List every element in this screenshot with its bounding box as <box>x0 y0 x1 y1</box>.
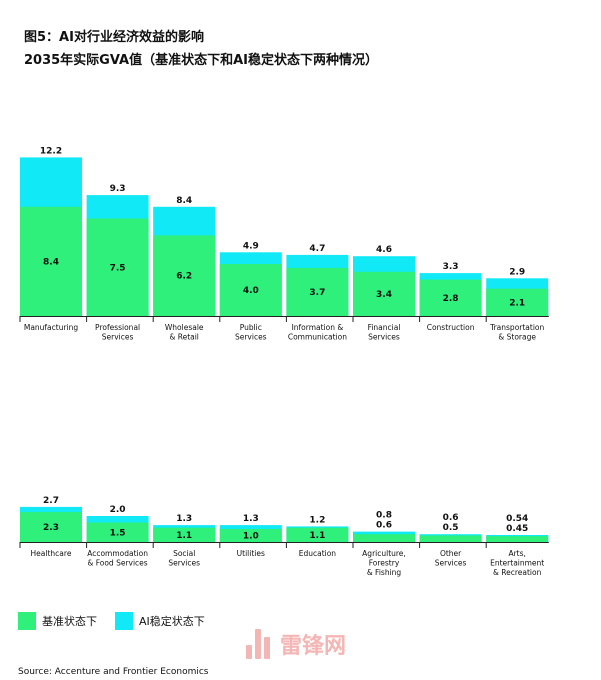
legend-item-baseline: 基准状态下 <box>18 612 97 630</box>
ai-value-label: 2.7 <box>43 496 59 506</box>
category-label: & Storage <box>498 333 536 342</box>
bar-baseline <box>286 527 349 542</box>
bar-baseline <box>353 271 415 316</box>
bar-baseline <box>486 288 549 316</box>
baseline-value-label: 2.8 <box>443 294 459 304</box>
baseline-value-label: 1.0 <box>243 532 259 542</box>
ai-value-label: 3.3 <box>443 262 459 272</box>
category-label: Services <box>102 333 134 342</box>
legend-swatch-baseline <box>18 612 36 630</box>
category-label: Communication <box>288 333 347 342</box>
baseline-value-label: 7.5 <box>110 263 126 273</box>
ai-value-label: 12.2 <box>40 146 62 156</box>
watermark-text: 雷锋网 <box>280 634 347 659</box>
category-label: Wholesale <box>165 323 204 332</box>
baseline-value-label: 4.0 <box>243 286 259 296</box>
category-label: Education <box>299 549 337 558</box>
ai-value-label: 4.7 <box>309 244 325 254</box>
baseline-value-label: 0.5 <box>443 523 459 533</box>
bar-baseline <box>486 536 549 542</box>
baseline-value-label: 0.6 <box>376 521 392 531</box>
ai-value-label: 2.9 <box>509 267 525 277</box>
ai-value-label: 0.6 <box>443 513 459 523</box>
category-label: Agriculture, <box>362 549 406 558</box>
legend: 基准状态下 AI稳定状态下 <box>18 612 223 630</box>
ai-value-label: 4.9 <box>243 241 259 251</box>
bar-baseline <box>153 235 216 316</box>
legend-label-ai: AI稳定状态下 <box>139 615 205 628</box>
category-label: Transportation <box>489 323 544 332</box>
category-label: Other <box>440 549 462 558</box>
category-label: Manufacturing <box>24 323 79 332</box>
category-label: Entertainment <box>490 559 544 568</box>
category-label: Forestry <box>369 559 400 568</box>
watermark-logo-icon <box>246 629 274 659</box>
ai-value-label: 8.4 <box>176 196 192 206</box>
category-label: Professional <box>95 323 140 332</box>
category-label: Services <box>368 333 400 342</box>
bar-baseline <box>86 218 149 316</box>
legend-item-ai: AI稳定状态下 <box>115 612 205 630</box>
bar-baseline <box>86 522 149 542</box>
bar-baseline <box>419 535 482 542</box>
baseline-value-label: 0.45 <box>506 524 528 534</box>
ai-value-label: 9.3 <box>110 184 126 194</box>
baseline-value-label: 3.7 <box>309 288 325 298</box>
baseline-value-label: 2.3 <box>43 523 59 533</box>
bar-baseline <box>219 529 282 542</box>
category-label: Social <box>173 549 195 558</box>
category-label: & Retail <box>169 333 198 342</box>
category-label: & Recreation <box>493 568 542 577</box>
category-label: & Food Services <box>87 559 147 568</box>
bar-baseline <box>153 527 216 542</box>
category-label: Services <box>235 333 267 342</box>
ai-value-label: 0.8 <box>376 511 392 521</box>
ai-value-label: 4.6 <box>376 245 392 255</box>
category-label: Services <box>168 559 200 568</box>
category-label: & Fishing <box>367 568 402 577</box>
category-label: Utilities <box>237 549 265 558</box>
watermark: 雷锋网 <box>246 628 346 660</box>
category-label: Information & <box>292 323 344 332</box>
baseline-value-label: 1.1 <box>176 531 192 541</box>
legend-label-baseline: 基准状态下 <box>42 615 97 628</box>
baseline-value-label: 2.1 <box>509 298 525 308</box>
bar-baseline <box>20 206 82 316</box>
category-label: Arts, <box>508 549 525 558</box>
chart-subtitle: 2035年实际GVA值（基准状态下和AI稳定状态下两种情况） <box>24 53 378 68</box>
chart-title: 图5：AI对行业经济效益的影响 <box>24 30 204 45</box>
bar-baseline <box>353 534 415 542</box>
category-label: Services <box>435 559 467 568</box>
bar-baseline <box>219 264 282 316</box>
baseline-value-label: 3.4 <box>376 290 392 300</box>
source-note: Source: Accenture and Frontier Economics <box>18 667 209 677</box>
category-label: Construction <box>427 323 475 332</box>
ai-value-label: 1.3 <box>243 514 259 524</box>
baseline-value-label: 6.2 <box>176 272 192 282</box>
ai-value-label: 2.0 <box>110 505 126 515</box>
ai-value-label: 0.54 <box>506 514 528 524</box>
category-label: Public <box>240 323 262 332</box>
ai-value-label: 1.3 <box>176 514 192 524</box>
ai-value-label: 1.2 <box>309 515 325 525</box>
baseline-value-label: 1.5 <box>110 528 126 538</box>
bar-baseline <box>419 279 482 316</box>
category-label: Healthcare <box>31 549 72 558</box>
baseline-value-label: 8.4 <box>43 257 59 267</box>
bar-baseline <box>20 512 82 542</box>
category-label: Accommodation <box>87 549 148 558</box>
category-label: Financial <box>368 323 401 332</box>
bar-baseline <box>286 267 349 316</box>
legend-swatch-ai <box>115 612 133 630</box>
baseline-value-label: 1.1 <box>309 531 325 541</box>
